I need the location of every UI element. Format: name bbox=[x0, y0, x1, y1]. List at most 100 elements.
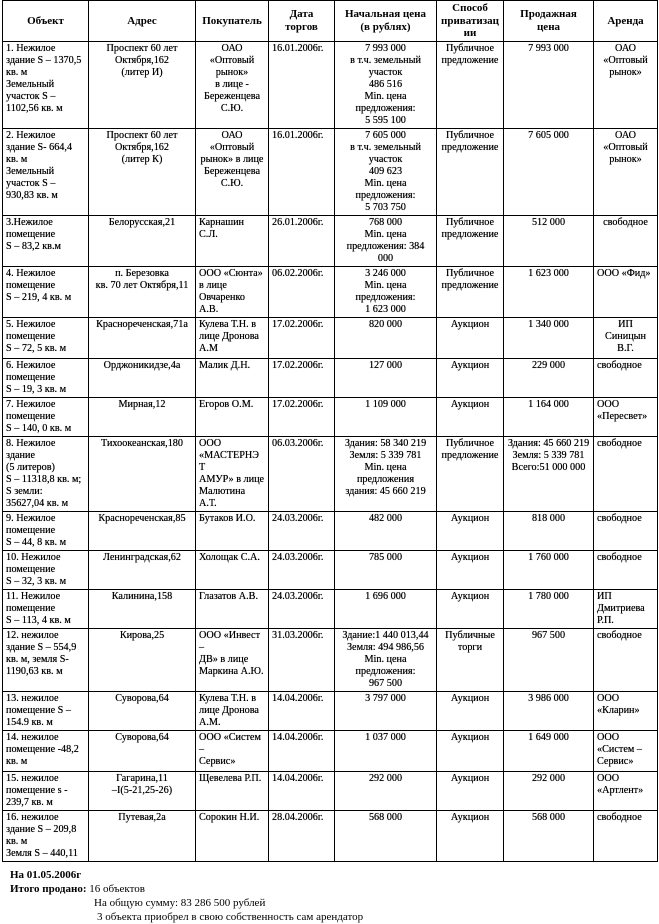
cell-sale-price: 1 340 000 bbox=[503, 316, 594, 359]
cell-object: 2. Нежилое здание S- 664,4 кв. м Земельн… bbox=[2, 127, 89, 216]
cell-method: Аукцион bbox=[436, 549, 504, 590]
table-row: 10. Нежилое помещение S – 32, 3 кв. м Лен… bbox=[2, 549, 658, 590]
cell-address: п. Березовка кв. 70 лет Октября,11 bbox=[88, 265, 196, 318]
cell-start-price: 568 000 bbox=[334, 809, 437, 862]
cell-lease: ИП Дмитриева Р.П. bbox=[593, 588, 658, 629]
table-row: 16. нежилое здание S – 209,8 кв. м Земля… bbox=[2, 809, 658, 862]
cell-object: 16. нежилое здание S – 209,8 кв. м Земля… bbox=[2, 809, 89, 862]
cell-lease: свободное bbox=[593, 214, 658, 267]
table-row: 5. Нежилое помещение S – 72, 5 кв. м Крас… bbox=[2, 316, 658, 359]
cell-lease: ООО «Систем – Сервис» bbox=[593, 729, 658, 772]
cell-auction-date: 17.02.2006г. bbox=[268, 357, 335, 398]
cell-object: 7. Нежилое помещение S – 140, 0 кв. м bbox=[2, 396, 89, 437]
header-row: Объект Адрес Покупатель Дата торгов Начальна… bbox=[2, 0, 658, 42]
cell-start-price: 127 000 bbox=[334, 357, 437, 398]
cell-method: Аукцион bbox=[436, 729, 504, 772]
column-header-address: Адрес bbox=[88, 0, 196, 42]
cell-start-price: Здание:1 440 013,44 Земля: 494 986,56 Mi… bbox=[334, 627, 437, 692]
cell-buyer: Глазатов А.В. bbox=[195, 588, 269, 629]
cell-buyer: Егоров О.М. bbox=[195, 396, 269, 437]
cell-auction-date: 17.02.2006г. bbox=[268, 316, 335, 359]
cell-address: Белорусская,21 bbox=[88, 214, 196, 267]
total-value: 16 объектов bbox=[89, 882, 145, 895]
cell-address: Калинина,158 bbox=[88, 588, 196, 629]
cell-method: Аукцион bbox=[436, 588, 504, 629]
table-row: 6. Нежилое помещение S – 19, 3 кв. м Ордж… bbox=[2, 357, 658, 398]
column-header-start-price: Начальная цена (в рублях) bbox=[334, 0, 437, 42]
cell-sale-price: 1 164 000 bbox=[503, 396, 594, 437]
cell-auction-date: 14.04.2006г. bbox=[268, 690, 335, 731]
table-row: 11. Нежилое помещение S – 113, 4 кв. м Ка… bbox=[2, 588, 658, 629]
cell-buyer: Холощак С.А. bbox=[195, 549, 269, 590]
cell-lease: свободное bbox=[593, 357, 658, 398]
cell-sale-price: 1 649 000 bbox=[503, 729, 594, 772]
cell-auction-date: 28.04.2006г. bbox=[268, 809, 335, 862]
cell-address: Суворова,64 bbox=[88, 690, 196, 731]
cell-lease: ООО «Пересвет» bbox=[593, 396, 658, 437]
cell-start-price: 292 000 bbox=[334, 770, 437, 811]
cell-lease: ООО «Фид» bbox=[593, 265, 658, 318]
cell-auction-date: 17.02.2006г. bbox=[268, 396, 335, 437]
column-header-lease: Аренда bbox=[593, 0, 658, 42]
cell-object: 12. нежилое здание S – 554,9 кв. м, земл… bbox=[2, 627, 89, 692]
cell-sale-price: 967 500 bbox=[503, 627, 594, 692]
cell-method: Аукцион bbox=[436, 316, 504, 359]
footer-sum: На общую сумму: 83 286 500 рублей bbox=[94, 896, 266, 909]
cell-start-price: 482 000 bbox=[334, 510, 437, 551]
cell-auction-date: 06.03.2006г. bbox=[268, 435, 335, 512]
cell-buyer: ОАО «Оптовый рынок» в лице - Береженцева… bbox=[195, 40, 269, 129]
cell-method: Аукцион bbox=[436, 396, 504, 437]
cell-object: 6. Нежилое помещение S – 19, 3 кв. м bbox=[2, 357, 89, 398]
cell-buyer: ОАО «Оптовый рынок» в лице Береженцева С… bbox=[195, 127, 269, 216]
table-row: 8. Нежилое здание (5 литеров) S – 11318,… bbox=[2, 435, 658, 512]
cell-sale-price: 292 000 bbox=[503, 770, 594, 811]
cell-method: Публичное предложение bbox=[436, 435, 504, 512]
cell-auction-date: 24.03.2006г. bbox=[268, 549, 335, 590]
cell-object: 3.Нежилое помещение S – 83,2 кв.м bbox=[2, 214, 89, 267]
cell-start-price: 785 000 bbox=[334, 549, 437, 590]
cell-auction-date: 31.03.2006г. bbox=[268, 627, 335, 692]
cell-object: 9. Нежилое помещение S – 44, 8 кв. м bbox=[2, 510, 89, 551]
cell-method: Аукцион bbox=[436, 690, 504, 731]
cell-address: Тихоокеанская,180 bbox=[88, 435, 196, 512]
cell-lease: свободное bbox=[593, 510, 658, 551]
cell-sale-price: 3 986 000 bbox=[503, 690, 594, 731]
cell-object: 5. Нежилое помещение S – 72, 5 кв. м bbox=[2, 316, 89, 359]
cell-buyer: Карнашин С.Л. bbox=[195, 214, 269, 267]
cell-start-price: 7 993 000 в т.ч. земельный участок 486 5… bbox=[334, 40, 437, 129]
cell-auction-date: 26.01.2006г. bbox=[268, 214, 335, 267]
cell-method: Публичное предложение bbox=[436, 214, 504, 267]
cell-buyer: Щевелева Р.П. bbox=[195, 770, 269, 811]
cell-address: Путевая,2а bbox=[88, 809, 196, 862]
cell-start-price: 1 109 000 bbox=[334, 396, 437, 437]
cell-start-price: 820 000 bbox=[334, 316, 437, 359]
cell-lease: ОАО «Оптовый рынок» bbox=[593, 127, 658, 216]
table-row: 15. нежилое помещение s - 239,7 кв. м Гаг… bbox=[2, 770, 658, 811]
cell-buyer: Бутаков И.О. bbox=[195, 510, 269, 551]
cell-object: 10. Нежилое помещение S – 32, 3 кв. м bbox=[2, 549, 89, 590]
cell-sale-price: 1 780 000 bbox=[503, 588, 594, 629]
cell-address: Краснореченская,85 bbox=[88, 510, 196, 551]
cell-method: Публичное предложение bbox=[436, 265, 504, 318]
cell-sale-price: 1 760 000 bbox=[503, 549, 594, 590]
cell-sale-price: 7 993 000 bbox=[503, 40, 594, 129]
cell-start-price: 1 696 000 bbox=[334, 588, 437, 629]
cell-auction-date: 24.03.2006г. bbox=[268, 588, 335, 629]
cell-buyer: ООО «Систем – Сервис» bbox=[195, 729, 269, 772]
cell-sale-price: 568 000 bbox=[503, 809, 594, 862]
cell-lease: свободное bbox=[593, 549, 658, 590]
cell-start-price: Здания: 58 340 219 Земля: 5 339 781 Min.… bbox=[334, 435, 437, 512]
footer: На 01.05.2006г Итого продано: 16 объекто… bbox=[2, 868, 657, 924]
cell-address: Кирова,25 bbox=[88, 627, 196, 692]
cell-auction-date: 16.01.2006г. bbox=[268, 40, 335, 129]
cell-object: 1. Нежилое здание S – 1370,5 кв. м Земел… bbox=[2, 40, 89, 129]
cell-lease: свободное bbox=[593, 435, 658, 512]
cell-address: Проспект 60 лет Октября,162 (литер И) bbox=[88, 40, 196, 129]
cell-buyer: ООО «Инвест – ДВ» в лице Маркина А.Ю. bbox=[195, 627, 269, 692]
cell-sale-price: 818 000 bbox=[503, 510, 594, 551]
cell-sale-price: 1 623 000 bbox=[503, 265, 594, 318]
cell-start-price: 3 246 000 Min. цена предложения: 1 623 0… bbox=[334, 265, 437, 318]
cell-object: 11. Нежилое помещение S – 113, 4 кв. м bbox=[2, 588, 89, 629]
cell-method: Публичное предложение bbox=[436, 127, 504, 216]
cell-address: Проспект 60 лет Октября,162 (литер К) bbox=[88, 127, 196, 216]
